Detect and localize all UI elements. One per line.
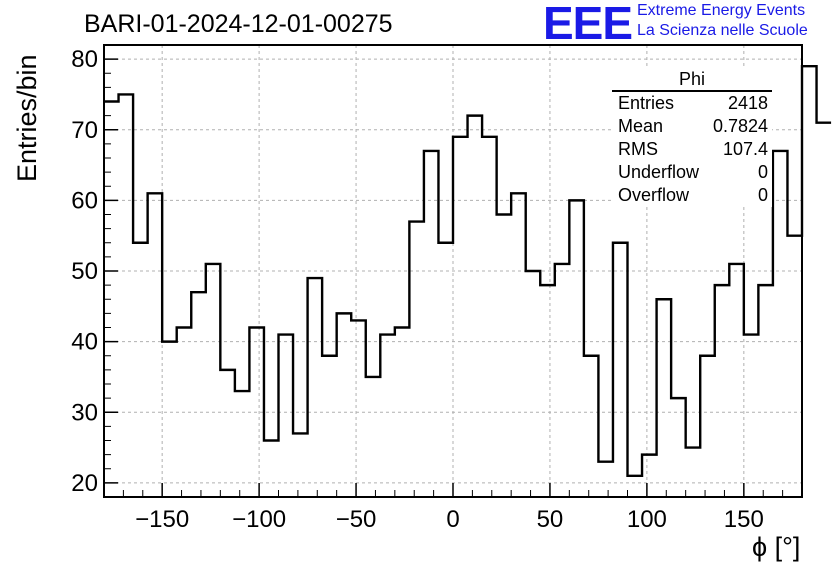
tick-labels: −150 −100 −50 0 50 100 150 20 30 40 50 60 70 80 <box>71 46 764 533</box>
stats-title: Phi <box>612 68 772 92</box>
stats-label: Entries <box>618 93 675 113</box>
x-tick-label: 100 <box>627 506 667 533</box>
eee-logo: EEE <box>543 0 633 49</box>
x-tick-label: 150 <box>724 506 764 533</box>
y-tick-label: 70 <box>71 117 98 144</box>
y-tick-label: 50 <box>71 258 98 285</box>
stats-box: Phi Entries 2418 Mean 0.7824 RMS 107.4 U… <box>612 68 772 207</box>
x-tick-label: 0 <box>446 506 459 533</box>
stats-row: Overflow 0 <box>612 184 772 207</box>
logo-subtitle-line2: La Scienza nelle Scuole <box>637 22 808 39</box>
stats-value: 0.7824 <box>712 116 768 136</box>
y-tick-label: 80 <box>71 46 98 73</box>
stats-label: Overflow <box>618 185 690 205</box>
stats-row: Entries 2418 <box>612 92 772 115</box>
stats-value: 107.4 <box>722 139 768 159</box>
x-tick-label: 50 <box>537 506 564 533</box>
stats-label: Mean <box>618 116 664 136</box>
y-tick-label: 20 <box>71 470 98 497</box>
stats-label: Underflow <box>618 162 700 182</box>
x-tick-label: −100 <box>232 506 286 533</box>
x-tick-label: −150 <box>135 506 189 533</box>
y-tick-label: 60 <box>71 187 98 214</box>
histogram-line <box>104 64 832 478</box>
x-axis-label: ϕ [°] <box>752 532 801 562</box>
histogram-steps <box>104 64 832 478</box>
stats-row: Underflow 0 <box>612 161 772 184</box>
y-tick-label: 30 <box>71 399 98 426</box>
stats-row: RMS 107.4 <box>612 138 772 161</box>
stats-row: Mean 0.7824 <box>612 115 772 138</box>
y-tick-label: 40 <box>71 329 98 356</box>
stats-value: 0 <box>757 162 768 182</box>
stats-label: RMS <box>618 139 658 159</box>
chart-title: BARI-01-2024-12-01-00275 <box>84 10 393 38</box>
stats-value: 0 <box>757 185 768 205</box>
stats-value: 2418 <box>727 93 768 113</box>
y-axis-label: Entries/bin <box>12 54 42 182</box>
axis-ticks <box>104 44 784 498</box>
x-tick-label: −50 <box>336 506 377 533</box>
logo-subtitle-line1: Extreme Energy Events <box>637 2 806 19</box>
